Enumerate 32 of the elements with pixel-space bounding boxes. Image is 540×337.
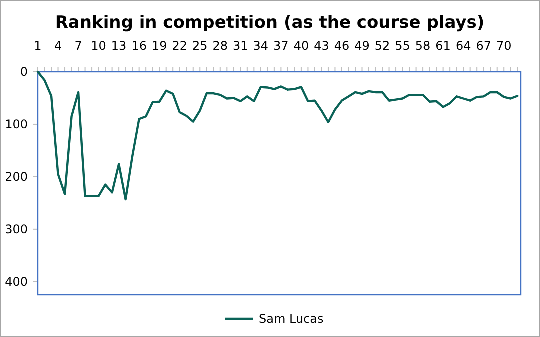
- x-tick-label: 61: [436, 39, 451, 53]
- x-tick-label: 4: [54, 39, 62, 53]
- x-tick-label: 37: [274, 39, 289, 53]
- y-tick-label: 300: [5, 222, 28, 237]
- x-tick-label: 55: [395, 39, 410, 53]
- y-tick-label: 100: [5, 118, 28, 132]
- x-tick-label: 1: [34, 39, 42, 53]
- x-tick-label: 31: [233, 39, 248, 53]
- x-tick-label: 67: [476, 39, 492, 53]
- x-tick-label: 13: [111, 39, 127, 53]
- x-tick-label: 58: [415, 39, 431, 53]
- line-series: [36, 70, 519, 201]
- x-tick-label: 64: [456, 39, 472, 53]
- x-tick-label: 28: [212, 39, 228, 53]
- x-tick-label: 22: [172, 39, 188, 53]
- x-tick-label: 7: [74, 39, 82, 53]
- y-tick-label: 200: [5, 170, 28, 184]
- y-tick-label: 0: [20, 65, 28, 80]
- y-tick-label: 400: [5, 275, 28, 290]
- x-tick-label: 19: [152, 39, 168, 53]
- x-tick-label: 49: [354, 39, 370, 53]
- x-tick-label: 10: [91, 39, 106, 53]
- x-tick-label: 40: [294, 39, 310, 53]
- x-tick-label: 43: [314, 39, 330, 53]
- x-tick-label: 16: [132, 39, 147, 53]
- x-tick-label: 46: [334, 39, 350, 53]
- chart-title: Ranking in competition (as the course plays): [55, 13, 485, 33]
- x-tick-label: 34: [253, 39, 269, 53]
- x-tick-label: 70: [496, 39, 512, 53]
- x-tick-label: 25: [192, 39, 208, 53]
- x-tick-label: 52: [374, 39, 390, 53]
- legend-label: Sam Lucas: [259, 312, 324, 326]
